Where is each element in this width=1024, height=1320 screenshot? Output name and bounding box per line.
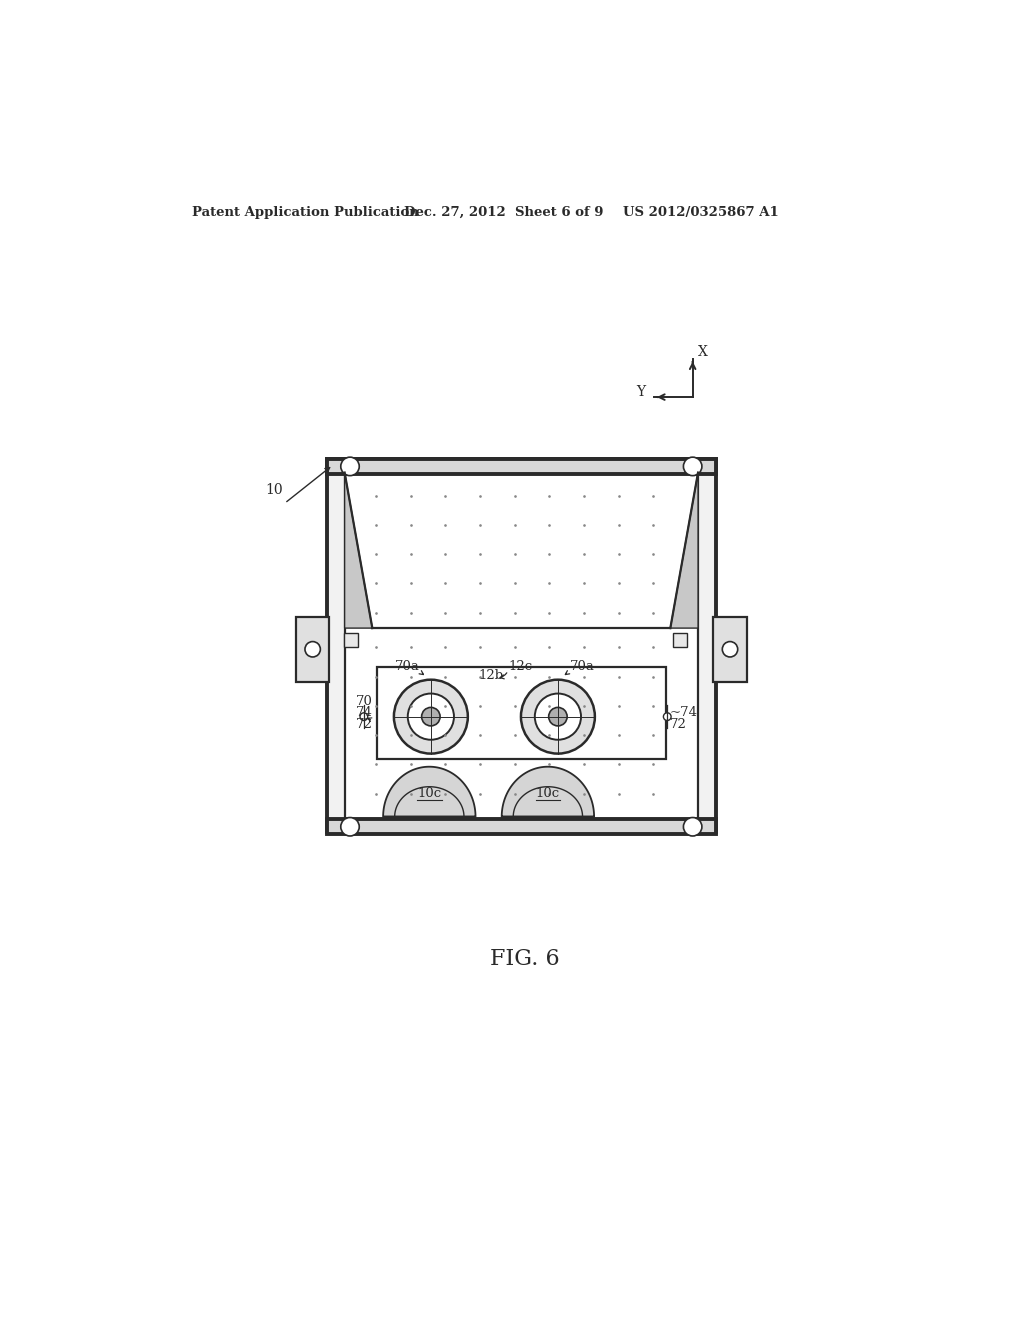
Circle shape <box>341 457 359 475</box>
Text: 10c: 10c <box>536 787 560 800</box>
Bar <box>673 632 686 647</box>
Polygon shape <box>671 473 698 628</box>
Text: 12c: 12c <box>508 660 532 673</box>
Circle shape <box>305 642 321 657</box>
Bar <box>296 616 330 682</box>
Text: US 2012/0325867 A1: US 2012/0325867 A1 <box>624 206 779 219</box>
Circle shape <box>722 642 737 657</box>
Bar <box>345 473 698 818</box>
Text: 70a: 70a <box>569 660 594 673</box>
Text: ~74: ~74 <box>670 706 697 719</box>
Text: 70: 70 <box>356 694 373 708</box>
Circle shape <box>549 708 567 726</box>
Text: 10c: 10c <box>417 787 441 800</box>
Circle shape <box>341 817 359 836</box>
Circle shape <box>683 457 701 475</box>
Text: 10: 10 <box>265 483 283 496</box>
Text: Y: Y <box>636 385 645 400</box>
Text: 12b: 12b <box>478 669 503 682</box>
Polygon shape <box>383 767 475 817</box>
Text: 74: 74 <box>356 706 373 719</box>
Text: X: X <box>698 346 708 359</box>
Polygon shape <box>502 767 594 817</box>
Circle shape <box>683 817 701 836</box>
Text: 72: 72 <box>670 718 686 731</box>
Circle shape <box>664 713 671 721</box>
Circle shape <box>408 693 454 739</box>
Bar <box>327 459 716 474</box>
Text: 72: 72 <box>356 718 373 731</box>
Bar <box>327 459 716 832</box>
Text: Patent Application Publication: Patent Application Publication <box>193 206 419 219</box>
Bar <box>344 632 357 647</box>
Bar <box>714 616 746 682</box>
Text: FIG. 6: FIG. 6 <box>490 948 559 970</box>
Circle shape <box>422 708 440 726</box>
Text: Dec. 27, 2012  Sheet 6 of 9: Dec. 27, 2012 Sheet 6 of 9 <box>403 206 603 219</box>
Circle shape <box>521 680 595 754</box>
Text: 70a: 70a <box>394 660 419 673</box>
Bar <box>377 667 666 759</box>
Bar <box>327 818 716 834</box>
Polygon shape <box>345 473 373 628</box>
Circle shape <box>360 713 368 721</box>
Circle shape <box>394 680 468 754</box>
Circle shape <box>535 693 581 739</box>
